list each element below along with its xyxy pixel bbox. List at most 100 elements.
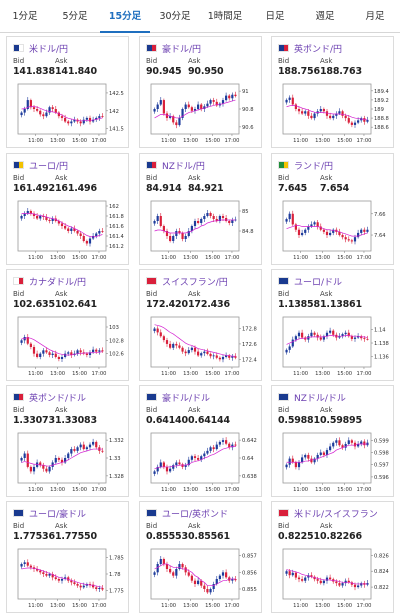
candlestick-chart[interactable]: 91 90.8 90.6 11:00 13:00 15:00 17:00 — [142, 81, 261, 147]
candlestick-chart[interactable]: 0.599 0.598 0.597 0.596 11:00 13:00 15:00 17:00 — [274, 430, 393, 496]
candle-up — [67, 352, 70, 354]
currency-pair-link[interactable]: スイスフラン/円 — [162, 278, 228, 288]
tab-3[interactable]: 15分足 — [100, 0, 150, 33]
candle-down — [36, 569, 39, 571]
ask-value: 161.496 — [55, 183, 97, 194]
candlestick-chart[interactable]: 172.8 172.6 172.4 11:00 13:00 15:00 17:00 — [142, 314, 261, 380]
candle-up — [85, 117, 88, 120]
candle-down — [64, 226, 67, 229]
currency-pair-link[interactable]: ユーロ/ドル — [294, 278, 343, 288]
candle-up — [307, 226, 310, 230]
y-tick-label: 1.775 — [109, 589, 124, 595]
candle-down — [29, 211, 32, 214]
x-tick-label: 11:00 — [161, 603, 176, 609]
currency-pair-link[interactable]: 米ドル/スイスフラン — [294, 510, 378, 520]
ask-value: 0.59895 — [320, 415, 362, 426]
candlestick-chart[interactable]: 142.5 142 141.5 11:00 13:00 15:00 17:00 — [9, 81, 128, 147]
y-tick-label: 0.597 — [374, 463, 389, 469]
x-tick-label: 15:00 — [337, 138, 352, 144]
candle-up — [329, 232, 332, 236]
currency-pair-link[interactable]: 豪ドル/ドル — [162, 394, 211, 404]
candle-up — [294, 336, 297, 340]
candle-up — [20, 458, 23, 461]
candle-up — [60, 579, 64, 581]
candlestick-chart[interactable]: 1.332 1.33 1.328 11:00 13:00 15:00 17:00 — [9, 430, 128, 496]
candle-down — [294, 572, 297, 578]
candlestick-chart[interactable]: 1.14 1.138 1.136 11:00 13:00 15:00 17:00 — [274, 314, 393, 380]
currency-pair-link[interactable]: NZドル/円 — [162, 162, 205, 172]
candle-up — [231, 220, 234, 223]
candle-up — [197, 104, 200, 109]
candle-up — [175, 231, 178, 236]
candle-down — [88, 584, 92, 585]
tab-1[interactable]: 1分足 — [12, 11, 38, 22]
tab-8[interactable]: 月足 — [365, 11, 385, 22]
candle-down — [42, 114, 45, 117]
candle-up — [23, 562, 26, 564]
candle-down — [200, 580, 203, 586]
currency-pair-link[interactable]: 英ポンド/ドル — [29, 394, 87, 404]
candle-down — [221, 216, 225, 218]
candle-up — [76, 350, 79, 354]
candle-up — [20, 564, 23, 567]
moving-average-line — [154, 324, 236, 357]
ask-label: Ask — [320, 57, 333, 65]
candle-down — [338, 231, 341, 236]
candle-down — [350, 440, 353, 443]
candlestick-chart[interactable]: 7.66 7.64 11:00 13:00 15:00 17:00 — [274, 198, 393, 264]
candle-up — [82, 585, 85, 588]
candle-down — [57, 112, 60, 117]
y-tick-label: 1.332 — [109, 438, 124, 444]
currency-pair-link[interactable]: 英ポンド/円 — [294, 45, 343, 55]
currency-pair-link[interactable]: 豪ドル/円 — [162, 45, 202, 55]
candle-down — [212, 216, 215, 219]
tab-5[interactable]: 1時間足 — [207, 11, 243, 22]
candlestick-chart[interactable]: 1.785 1.78 1.775 11:00 13:00 15:00 17:00 — [9, 546, 128, 612]
candle-down — [301, 111, 304, 114]
candlestick-chart[interactable]: 103 102.8 102.6 11:00 13:00 15:00 17:00 — [9, 314, 128, 380]
candle-down — [26, 562, 29, 566]
candlestick-chart[interactable]: 0.826 0.824 0.822 11:00 13:00 15:00 17:00 — [274, 546, 393, 612]
y-tick-label: 188.8 — [374, 116, 389, 122]
candlestick-chart[interactable]: 0.642 0.64 0.638 11:00 13:00 15:00 17:00 — [142, 430, 261, 496]
y-tick-label: 172.6 — [242, 342, 257, 348]
bid-value: 84.914 — [146, 183, 182, 194]
candle-up — [316, 454, 319, 459]
y-tick-label: 162 — [109, 204, 119, 210]
tab-6[interactable]: 日足 — [265, 11, 285, 22]
candle-down — [36, 353, 39, 357]
currency-pair-link[interactable]: カナダドル/円 — [29, 278, 87, 288]
currency-pair-link[interactable]: ユーロ/英ポンド — [162, 510, 229, 520]
x-tick-label: 17:00 — [356, 371, 371, 377]
x-tick-label: 15:00 — [72, 138, 87, 144]
currency-pair-link[interactable]: ランド/円 — [294, 162, 334, 172]
candle-down — [32, 347, 36, 354]
x-tick-label: 11:00 — [293, 255, 308, 261]
candlestick-chart[interactable]: 189.4 189.2 189 188.8 188.6 11:00 13:00 15:00 17… — [274, 81, 393, 147]
candle-down — [64, 117, 67, 122]
y-tick-label: 0.638 — [242, 474, 257, 480]
currency-pair-link[interactable]: ユーロ/豪ドル — [29, 510, 87, 520]
candlestick-chart[interactable]: 85 84.8 11:00 13:00 15:00 17:00 — [142, 198, 261, 264]
tab-2[interactable]: 5分足 — [62, 11, 88, 22]
rate-card: ランド/円 Bid Ask 7.645 7.654 7.66 7.64 11:00 13:00 1… — [271, 153, 394, 265]
bid-value: 1.33073 — [13, 415, 55, 426]
ask-label: Ask — [320, 406, 333, 414]
candle-down — [60, 459, 64, 463]
currency-pair-link[interactable]: 米ドル/円 — [29, 45, 69, 55]
y-tick-label: 161.2 — [109, 244, 124, 250]
moving-average-line — [154, 446, 236, 470]
tab-4[interactable]: 30分足 — [159, 11, 191, 22]
candle-down — [29, 466, 32, 472]
tab-7[interactable]: 週足 — [315, 11, 335, 22]
candlestick-chart[interactable]: 162 161.8 161.6 161.4 161.2 11:00 13:00 15:00 17… — [9, 198, 128, 264]
currency-pair-link[interactable]: ユーロ/円 — [29, 162, 69, 172]
currency-pair-link[interactable]: NZドル/ドル — [294, 394, 346, 404]
candle-up — [319, 452, 322, 455]
candle-down — [184, 567, 187, 573]
candle-down — [225, 218, 228, 221]
x-tick-label: 15:00 — [205, 138, 220, 144]
candle-down — [165, 466, 169, 472]
candlestick-chart[interactable]: 0.857 0.856 0.855 11:00 13:00 15:00 17:00 — [142, 546, 261, 612]
x-tick-label: 15:00 — [72, 487, 87, 493]
